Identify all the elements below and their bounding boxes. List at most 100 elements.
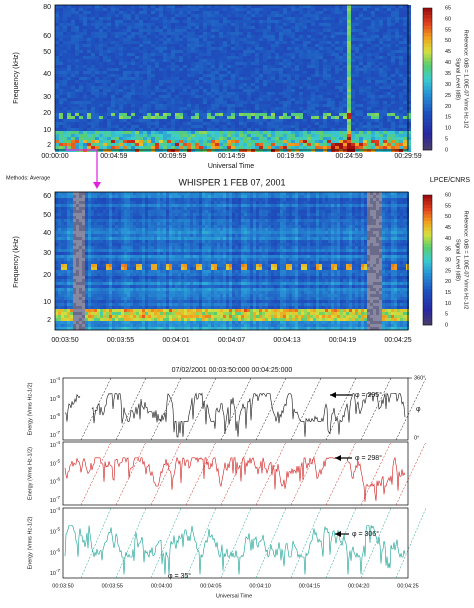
spectrogram-cell — [115, 5, 119, 8]
spectrogram-cell — [87, 8, 91, 11]
spectrogram-cell — [171, 137, 175, 140]
spectrogram-cell — [263, 38, 267, 41]
colorbar-cell — [423, 36, 432, 41]
spectrogram-cell — [107, 35, 111, 38]
spectrogram-cell — [263, 116, 267, 119]
spectrogram-cell — [223, 83, 227, 86]
spectrogram-cell — [82, 249, 85, 252]
spectrogram-cell — [163, 5, 167, 8]
spectrogram-cell — [63, 32, 67, 35]
spectrogram-cell — [64, 303, 67, 306]
spectrogram-cell — [175, 119, 179, 122]
spectrogram-cell — [291, 107, 295, 110]
spectrogram-cell — [343, 101, 347, 104]
spectrogram-cell — [247, 92, 251, 95]
spectrogram-cell — [123, 101, 127, 104]
spectrogram-cell — [359, 29, 363, 32]
spectrogram-cell — [315, 104, 319, 107]
spectrogram-cell — [399, 101, 403, 104]
spectrogram-cell — [331, 59, 335, 62]
spectrogram-cell — [387, 104, 391, 107]
spectrogram-cell — [67, 146, 71, 149]
spectrogram-cell — [359, 89, 363, 92]
spectrogram-cell — [307, 149, 311, 152]
spectrogram-cell — [73, 324, 76, 327]
spectrogram-cell — [387, 59, 391, 62]
spectrogram-cell — [223, 92, 227, 95]
spectrogram-cell — [391, 104, 395, 107]
spectrogram-cell — [383, 107, 387, 110]
spectrogram-cell — [183, 14, 187, 17]
spectrogram-cell — [64, 228, 67, 231]
spectrogram-cell — [135, 38, 139, 41]
spectrogram-cell — [73, 321, 76, 324]
spectrogram-cell — [207, 110, 211, 113]
spectrogram-cell — [79, 56, 83, 59]
spectrogram-cell — [319, 89, 323, 92]
spectrogram-cell — [231, 29, 235, 32]
spectrogram-cell — [67, 276, 70, 279]
spectrogram-cell — [327, 65, 331, 68]
spectrogram-cell — [88, 231, 91, 234]
spectrogram-cell — [71, 8, 75, 11]
spectrogram-cell — [139, 59, 143, 62]
spectrogram-cell — [82, 276, 85, 279]
spectrogram-cell — [363, 20, 367, 23]
spectrogram-cell — [355, 98, 359, 101]
spectrogram-cell — [287, 74, 291, 77]
spectrogram-cell — [303, 95, 307, 98]
spectrogram-cell — [91, 98, 95, 101]
spectrogram-cell — [315, 65, 319, 68]
spectrogram-cell — [73, 219, 76, 222]
spectrogram-cell — [67, 47, 71, 50]
colorbar-cell — [423, 47, 432, 51]
spectrogram-cell — [199, 119, 203, 122]
spectrogram-cell — [255, 11, 259, 14]
spectrogram-cell — [231, 149, 235, 152]
spectrogram-cell — [58, 246, 61, 249]
spectrogram-cell — [263, 62, 267, 65]
spectrogram-cell — [363, 131, 367, 134]
spectrogram-cell — [61, 300, 64, 303]
spectrogram-cell — [147, 89, 151, 92]
spectrogram-cell — [75, 113, 79, 116]
spectrogram-cell — [123, 71, 127, 74]
spectrogram-cell — [375, 20, 379, 23]
spectrogram-cell — [63, 59, 67, 62]
spectrogram-cell — [387, 92, 391, 95]
spectrogram-cell — [87, 53, 91, 56]
spectrogram-cell — [387, 17, 391, 20]
spectrogram-cell — [395, 110, 399, 113]
spectrogram-cell — [359, 23, 363, 26]
spectrogram-cell — [163, 53, 167, 56]
spectrogram-cell — [343, 74, 347, 77]
spectrogram-cell — [211, 80, 215, 83]
spectrogram-cell — [167, 11, 171, 14]
spectrogram-cell — [399, 26, 403, 29]
spectrogram-cell — [219, 8, 223, 11]
spectrogram-cell — [247, 68, 251, 71]
spectrogram-cell — [88, 273, 91, 276]
spectrogram-cell — [183, 17, 187, 20]
spectrogram-cell — [363, 14, 367, 17]
spectrogram-cell — [95, 134, 99, 137]
spectrogram-cell — [215, 137, 219, 140]
colorbar-cell — [423, 302, 432, 306]
spectrogram-cell — [87, 14, 91, 17]
spectrogram-cell — [127, 119, 131, 122]
spectrogram-cell — [67, 318, 70, 321]
spectrogram-cell — [75, 101, 79, 104]
spectrogram-cell — [243, 47, 247, 50]
spectrogram-cell — [82, 213, 85, 216]
colorbar-cell — [423, 208, 432, 212]
colorbar-cell — [423, 93, 432, 98]
spectrogram-cell — [263, 56, 267, 59]
spectrogram-cell — [91, 20, 95, 23]
spectrogram-cell — [275, 83, 279, 86]
spectrogram-cell — [79, 246, 82, 249]
spectrogram-cell — [311, 65, 315, 68]
spectrogram-cell — [291, 26, 295, 29]
spectrogram-cell — [135, 134, 139, 137]
spectrogram-cell — [407, 65, 411, 68]
spectrogram-cell — [79, 219, 82, 222]
